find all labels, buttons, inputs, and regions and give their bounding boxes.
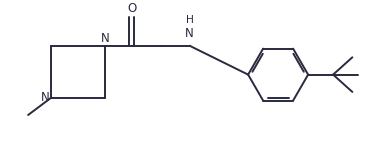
Text: N: N (101, 32, 110, 45)
Text: H: H (186, 15, 194, 25)
Text: O: O (127, 2, 137, 15)
Text: N: N (185, 27, 194, 40)
Text: N: N (41, 91, 49, 104)
